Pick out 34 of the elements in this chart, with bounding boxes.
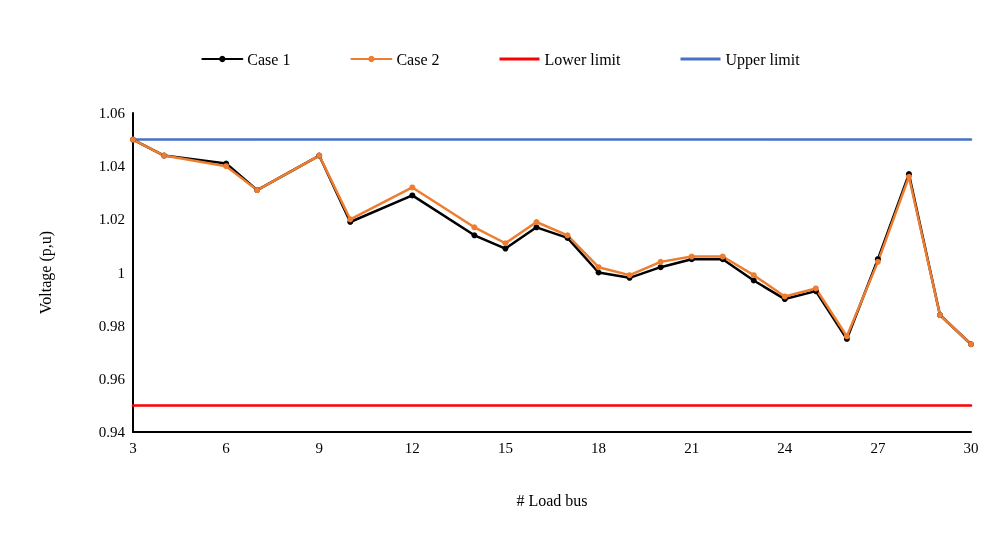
legend-label: Lower limit: [544, 50, 622, 68]
point: [502, 245, 509, 252]
point: [471, 224, 478, 231]
point: [595, 264, 602, 271]
x-tick-label: 18: [591, 439, 607, 456]
point: [502, 240, 509, 247]
x-tick-label: 27: [870, 439, 886, 456]
point: [533, 218, 540, 225]
point: [409, 192, 416, 199]
x-tick-label: 12: [404, 439, 420, 456]
legend-label: Case 1: [247, 50, 291, 68]
x-axis-title: # Load bus: [516, 491, 588, 509]
y-tick-label: 1.06: [98, 105, 126, 121]
legend-label: Upper limit: [725, 50, 801, 69]
point: [750, 272, 757, 279]
x-tick-label: 15: [497, 439, 513, 456]
x-tick-label: 6: [222, 439, 231, 456]
point: [595, 269, 602, 276]
x-tick-label: 30: [963, 439, 979, 456]
y-tick-label: 0.98: [98, 317, 125, 334]
x-tick-label: 9: [315, 439, 323, 456]
point: [409, 184, 416, 191]
y-tick-label: 1.02: [98, 211, 125, 228]
x-tick-label: 21: [684, 439, 700, 456]
point: [657, 258, 664, 265]
y-axis-title: Voltage (p,u): [36, 230, 55, 315]
y-tick-label: 0.94: [98, 424, 126, 440]
point: [471, 232, 478, 239]
x-tick-label: 24: [777, 439, 793, 456]
y-tick-label: 1.04: [98, 158, 126, 175]
legend-label: Case 2: [396, 50, 440, 68]
x-tick-label: 3: [129, 439, 137, 456]
y-tick-label: 1: [117, 264, 125, 281]
y-tick-label: 0.96: [98, 370, 126, 387]
